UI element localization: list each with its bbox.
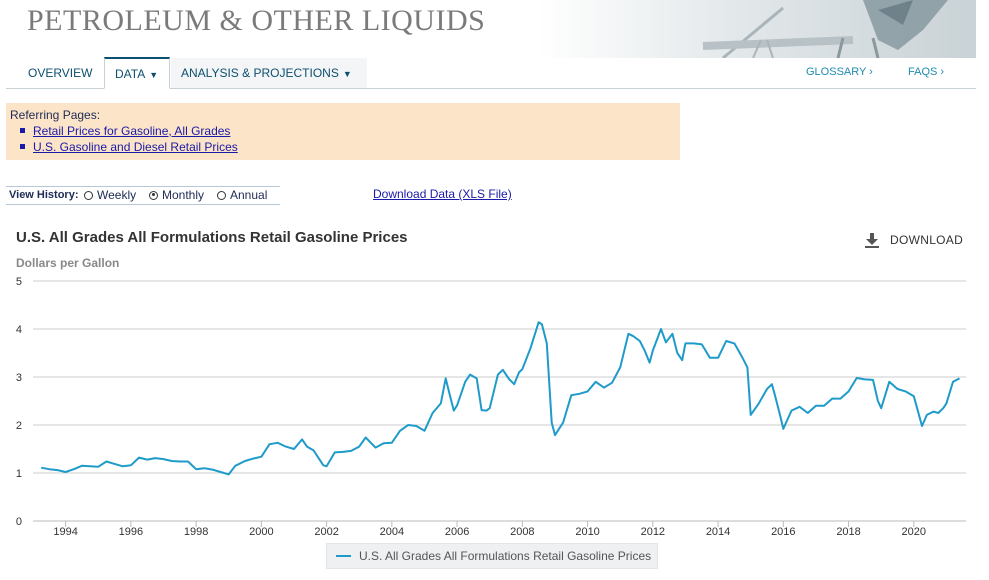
x-tick-label: 2004	[380, 526, 404, 538]
view-history-label: View History:	[9, 189, 79, 201]
legend-label: U.S. All Grades All Formulations Retail …	[359, 549, 652, 563]
banner-title: PETROLEUM & OTHER LIQUIDS	[27, 4, 486, 37]
tab-overview[interactable]: OVERVIEW	[18, 58, 102, 88]
gasoline-price-chart: 0 1 2 3 4 5 1994 1996 1998 2000 2002 2004 2006 2008 20…	[16, 276, 966, 538]
main-navigation: OVERVIEW DATA ▼ ANALYSIS & PROJECTIONS ▼ G…	[6, 57, 976, 89]
x-tick-label: 1996	[119, 526, 143, 538]
chart-title: U.S. All Grades All Formulations Retail …	[16, 229, 408, 246]
radio-weekly[interactable]: Weekly	[84, 188, 136, 202]
radio-annual[interactable]: Annual	[217, 188, 267, 202]
x-tick-label: 2014	[706, 526, 730, 538]
radio-weekly-label: Weekly	[97, 188, 137, 202]
y-tick-label: 0	[16, 516, 22, 528]
series-line	[41, 321, 960, 476]
referring-pages-heading: Referring Pages:	[10, 108, 101, 122]
radio-circle-icon	[84, 190, 93, 200]
x-tick-label: 2010	[575, 526, 599, 538]
x-tick-label: 2002	[314, 526, 338, 538]
x-tick-label: 2012	[641, 526, 665, 538]
radio-monthly-label: Monthly	[162, 188, 205, 202]
bullet-icon	[20, 128, 25, 134]
x-tick-label: 2018	[836, 526, 860, 538]
y-tick-label: 1	[16, 468, 22, 480]
caret-down-icon: ▼	[149, 70, 159, 80]
view-history-control: View History: Weekly Monthly Annual	[6, 186, 280, 205]
legend-swatch	[336, 555, 351, 557]
y-tick-label: 2	[16, 420, 22, 432]
download-data-link[interactable]: Download Data (XLS File)	[373, 187, 512, 201]
tab-overview-label: OVERVIEW	[28, 66, 93, 80]
page-banner: PETROLEUM & OTHER LIQUIDS	[0, 0, 976, 58]
tab-data[interactable]: DATA ▼	[104, 57, 170, 89]
bullet-icon	[20, 144, 25, 150]
radio-annual-label: Annual	[230, 188, 268, 202]
radio-circle-icon	[217, 190, 226, 200]
referring-link-label: U.S. Gasoline and Diesel Retail Prices	[33, 140, 238, 154]
y-tick-label: 4	[16, 324, 22, 336]
tab-analysis-projections[interactable]: ANALYSIS & PROJECTIONS ▼	[171, 58, 367, 88]
x-tick-label: 2008	[510, 526, 534, 538]
x-tick-label: 1994	[53, 526, 77, 538]
chart-ylabel: Dollars per Gallon	[16, 256, 120, 270]
tab-data-label: DATA	[115, 67, 146, 81]
download-button-label: DOWNLOAD	[890, 233, 964, 247]
chart-legend[interactable]: U.S. All Grades All Formulations Retail …	[326, 543, 658, 569]
caret-down-icon: ▼	[342, 69, 352, 79]
oil-derrick-illustration	[702, 0, 948, 58]
download-button[interactable]: DOWNLOAD	[864, 232, 963, 248]
referring-link-label: Retail Prices for Gasoline, All Grades	[33, 124, 231, 138]
faqs-link[interactable]: FAQS ›	[908, 66, 945, 78]
referring-link-retail-prices[interactable]: Retail Prices for Gasoline, All Grades	[20, 124, 230, 138]
download-icon	[865, 233, 879, 248]
radio-selected-icon	[149, 190, 158, 200]
glossary-link[interactable]: GLOSSARY ›	[806, 66, 873, 78]
referring-link-gasoline-diesel[interactable]: U.S. Gasoline and Diesel Retail Prices	[20, 140, 238, 154]
x-tick-label: 2006	[445, 526, 469, 538]
referring-pages-box: Referring Pages: Retail Prices for Gasol…	[6, 103, 680, 160]
tab-analysis-label: ANALYSIS & PROJECTIONS	[181, 66, 339, 80]
radio-monthly[interactable]: Monthly	[149, 188, 204, 202]
y-tick-label: 3	[16, 372, 22, 384]
x-tick-label: 1998	[184, 526, 208, 538]
x-tick-label: 2000	[249, 526, 273, 538]
x-tick-label: 2020	[902, 526, 926, 538]
y-tick-label: 5	[16, 276, 22, 288]
x-tick-label: 2016	[771, 526, 795, 538]
